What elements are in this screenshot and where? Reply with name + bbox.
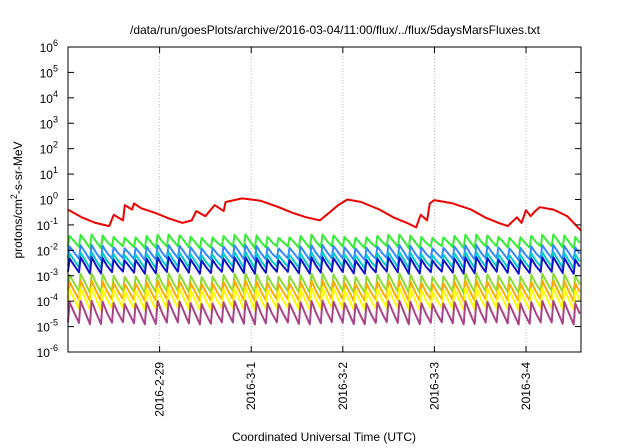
y-tick-base: 10 [40, 66, 54, 80]
y-tick-label: 103 [40, 114, 58, 131]
y-tick-base: 10 [40, 117, 54, 131]
y-tick-base: 10 [37, 244, 51, 258]
x-tick-label: 2016-3-3 [427, 362, 441, 410]
series-line-5 [67, 256, 581, 275]
y-tick-base: 10 [37, 295, 51, 309]
y-tick-exponent: 2 [53, 140, 58, 150]
y-tick-label: 10-2 [37, 241, 58, 258]
y-tick-label: 104 [40, 89, 58, 106]
x-tick-label: 2016-2-29 [153, 362, 167, 417]
y-tick-base: 10 [40, 92, 54, 106]
y-tick-exponent: -6 [50, 343, 58, 353]
x-tick-label: 2016-3-1 [244, 362, 258, 410]
y-tick-base: 10 [37, 270, 51, 284]
y-tick-label: 10-3 [37, 267, 58, 284]
series-line-4 [67, 251, 581, 270]
y-tick-exponent: -5 [50, 318, 58, 328]
y-tick-exponent: 1 [53, 165, 58, 175]
y-tick-exponent: -4 [50, 292, 58, 302]
y-tick-label: 10-6 [37, 343, 58, 360]
x-tick-label: 2016-3-2 [336, 362, 350, 410]
y-tick-base: 10 [37, 321, 51, 335]
series-line-2 [67, 233, 581, 250]
y-tick-label: 101 [40, 165, 58, 182]
x-tick-label: 2016-3-4 [519, 362, 533, 410]
y-tick-label: 10-1 [37, 216, 58, 233]
y-tick-label: 102 [40, 140, 58, 157]
y-axis-label: protons/cm2-s-sr-MeV [9, 141, 25, 258]
y-tick-exponent: 3 [53, 114, 58, 124]
y-tick-base: 10 [40, 41, 54, 55]
y-tick-label: 100 [40, 191, 58, 208]
series-line-9 [67, 299, 581, 326]
y-tick-base: 10 [37, 219, 51, 233]
y-tick-label: 10-4 [37, 292, 58, 309]
series-line-3 [67, 244, 581, 262]
x-axis-ticks: 2016-2-29 2016-3-1 2016-3-2 2016-3-3 2016-3-… [153, 47, 533, 417]
series-line-7 [67, 279, 581, 303]
y-tick-base: 10 [40, 194, 54, 208]
y-label-part-1: protons/cm [11, 199, 25, 258]
y-tick-label: 106 [40, 38, 58, 55]
y-tick-base: 10 [37, 346, 51, 360]
series-line-6 [67, 272, 581, 294]
y-tick-label: 10-5 [37, 318, 58, 335]
y-tick-exponent: 0 [53, 191, 58, 201]
y-axis-ticks: 10-610-510-410-310-210-11001011021031041… [37, 38, 581, 360]
y-tick-base: 10 [40, 168, 54, 182]
y-tick-base: 10 [40, 143, 54, 157]
y-tick-exponent: 6 [53, 38, 58, 48]
y-label-superscript: 2 [9, 194, 19, 199]
series-group [67, 197, 582, 326]
y-tick-exponent: -1 [50, 216, 58, 226]
series-line-8 [67, 286, 581, 312]
x-axis-label: Coordinated Universal Time (UTC) [232, 430, 416, 444]
y-label-part-2: -s-sr-MeV [11, 141, 25, 194]
y-tick-exponent: -2 [50, 241, 58, 251]
series-line-1 [67, 197, 582, 232]
y-tick-exponent: -3 [50, 267, 58, 277]
y-tick-label: 105 [40, 63, 58, 80]
y-tick-exponent: 5 [53, 63, 58, 73]
chart-title: /data/run/goesPlots/archive/2016-03-04/1… [130, 23, 541, 37]
y-tick-exponent: 4 [53, 89, 58, 99]
